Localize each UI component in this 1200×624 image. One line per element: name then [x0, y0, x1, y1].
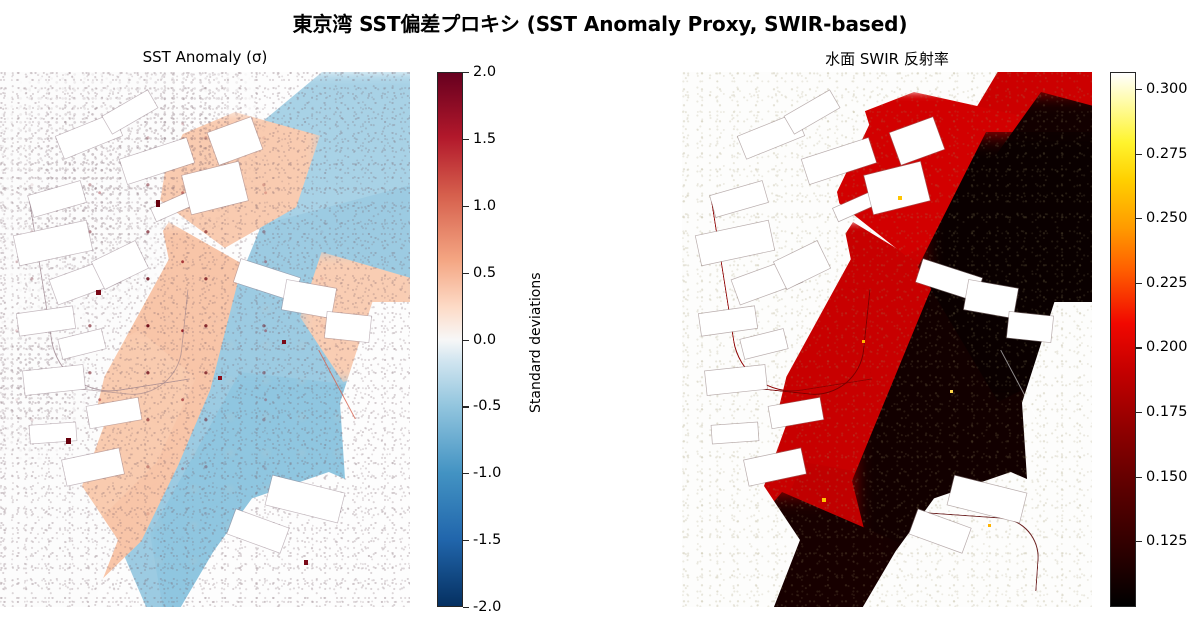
cbar-tick-label: 0.125: [1146, 533, 1188, 550]
cbar-tick-label: -2.0: [473, 599, 502, 615]
cbar-tick: [463, 138, 469, 141]
cbar-tick-label: 0.250: [1146, 210, 1188, 227]
cbar-tick: [1136, 347, 1142, 349]
cbar-tick: [463, 339, 469, 341]
pier-block-right: [711, 422, 759, 444]
cbar-tick: [463, 540, 469, 542]
hotspot-point: [66, 438, 71, 444]
cbar-tick-label: 0.200: [1146, 339, 1188, 356]
hotspot-point: [156, 200, 160, 207]
sst-anomaly-map: [0, 72, 410, 607]
cbar-tick: [1136, 282, 1142, 284]
cbar-tick: [463, 72, 469, 74]
bright-target-point: [988, 524, 991, 527]
cbar-tick-label: -0.5: [473, 398, 502, 415]
bright-target-point: [898, 196, 902, 200]
cbar-tick: [463, 205, 469, 207]
cbar-tick: [463, 473, 469, 475]
hotspot-point: [282, 340, 286, 344]
cbar-tick-label: 1.0: [473, 197, 497, 214]
cbar-tick-label: 0.0: [473, 331, 497, 348]
colorbar-gradient-left: [437, 72, 463, 607]
figure-suptitle: 東京湾 SST偏差プロキシ (SST Anomaly Proxy, SWIR-b…: [292, 12, 908, 36]
cbar-tick: [463, 272, 469, 274]
cbar-tick-label: 0.275: [1146, 145, 1188, 162]
colorbar-gradient-right: [1110, 72, 1136, 607]
right-panel-title: 水面 SWIR 反射率: [825, 50, 949, 68]
hotspot-point: [96, 290, 101, 295]
cbar-tick-label: 2.0: [473, 64, 497, 80]
cbar-tick-label: -1.0: [473, 465, 502, 482]
hotspot-point: [304, 560, 308, 565]
cbar-tick-label: 0.150: [1146, 468, 1188, 485]
bright-target-point: [862, 340, 865, 343]
cbar-tick-label: 1.5: [473, 130, 497, 147]
bright-target-point: [822, 498, 826, 502]
swir-reflectance-map: [682, 72, 1092, 607]
pier-block-right: [1006, 311, 1054, 343]
cbar-tick: [1136, 153, 1142, 155]
colorbar-axis-label-left: Standard deviations: [528, 272, 544, 413]
cbar-tick-label: -1.5: [473, 532, 502, 549]
hotspot-point: [218, 376, 222, 380]
cbar-tick-label: 0.5: [473, 264, 497, 281]
left-panel-title: SST Anomaly (σ): [142, 48, 268, 66]
cbar-tick: [1136, 412, 1142, 414]
cbar-tick: [1136, 541, 1142, 543]
cbar-tick: [463, 406, 469, 408]
cbar-tick: [1136, 218, 1142, 220]
pier-block: [324, 311, 372, 343]
cbar-tick-label: 0.225: [1146, 274, 1188, 291]
bright-target-point: [950, 390, 953, 393]
cbar-tick-label: 0.300: [1146, 81, 1188, 97]
cbar-tick-label: 0.175: [1146, 404, 1188, 420]
cbar-tick: [1136, 476, 1142, 478]
cbar-tick: [463, 607, 469, 609]
cbar-tick: [1136, 89, 1142, 91]
